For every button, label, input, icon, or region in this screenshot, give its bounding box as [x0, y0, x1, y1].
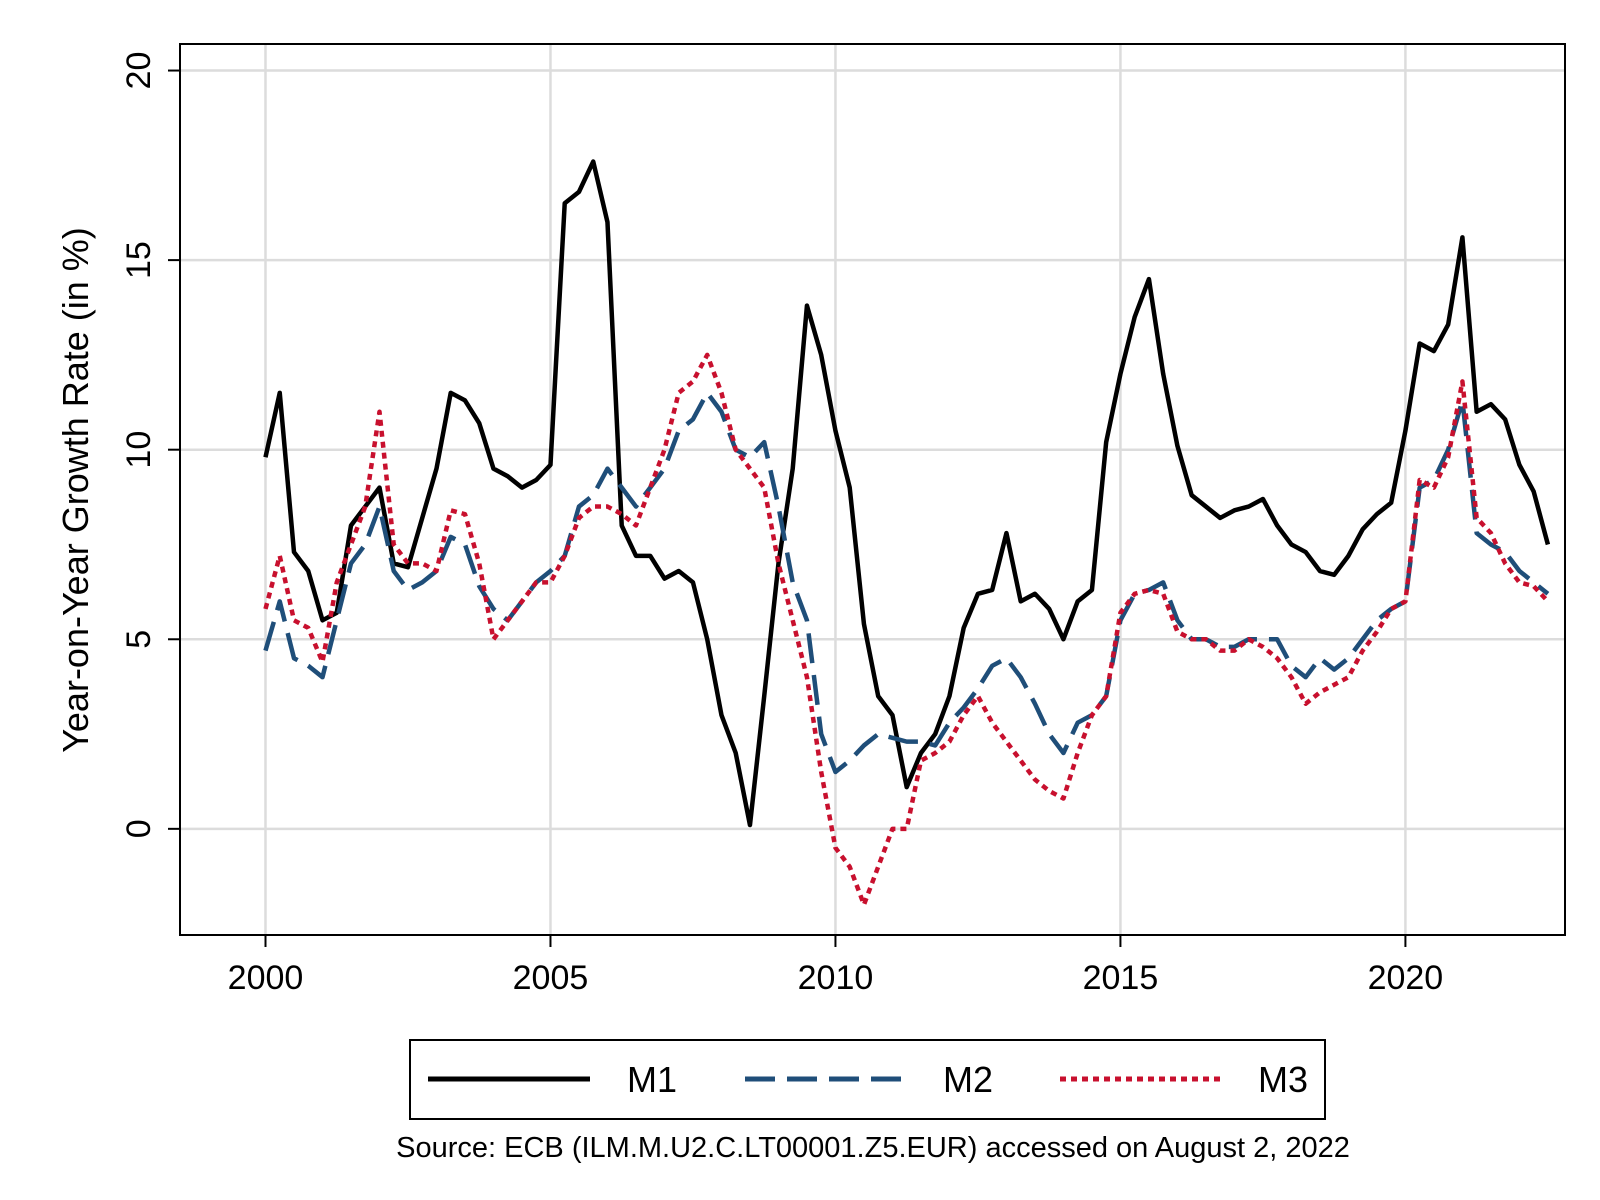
- series-line-m2: [263, 390, 1550, 775]
- x-tick-label: 2000: [228, 959, 304, 997]
- y-tick-label: 5: [120, 630, 158, 649]
- y-axis: 0 5 10 15 20: [120, 52, 180, 838]
- y-tick-label: 15: [120, 241, 158, 279]
- series-lines: [263, 159, 1551, 907]
- x-tick-label: 2015: [1083, 959, 1159, 997]
- x-tick-label: 2005: [513, 959, 589, 997]
- plot-frame: [179, 43, 1566, 936]
- x-axis: 2000 2005 2010 2015 2020: [228, 935, 1444, 997]
- y-axis-title: Year-on-Year Growth Rate (in %): [55, 227, 96, 753]
- legend-label-m3: M3: [1258, 1059, 1308, 1100]
- y-tick-label: 20: [120, 52, 158, 90]
- y-tick-label: 10: [120, 431, 158, 469]
- gridlines: [180, 44, 1565, 935]
- x-tick-label: 2020: [1368, 959, 1444, 997]
- series-line-m1: [263, 159, 1551, 828]
- legend-label-m1: M1: [627, 1059, 677, 1100]
- legend-label-m2: M2: [943, 1059, 993, 1100]
- x-tick-label: 2010: [798, 959, 874, 997]
- y-tick-label: 0: [120, 819, 158, 838]
- series-line-m3: [263, 352, 1550, 907]
- legend: M1 M2 M3: [409, 1039, 1326, 1120]
- source-note: Source: ECB (ILM.M.U2.C.LT00001.Z5.EUR) …: [396, 1132, 1350, 1164]
